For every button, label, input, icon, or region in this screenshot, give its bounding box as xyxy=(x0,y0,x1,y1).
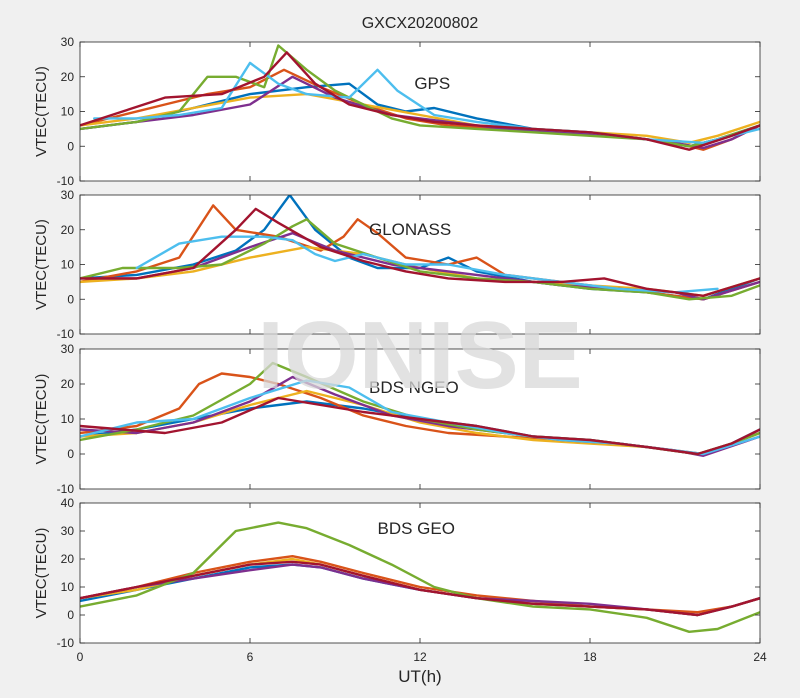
series-line-5 xyxy=(80,560,760,617)
y-tick-label: 0 xyxy=(67,292,74,306)
x-tick-label: 24 xyxy=(753,650,767,664)
y-tick-label: 20 xyxy=(61,70,75,84)
y-tick-label: -10 xyxy=(57,482,75,496)
panel-label: BDS NGEO xyxy=(369,378,459,397)
y-tick-label: 10 xyxy=(61,580,75,594)
series-group xyxy=(80,44,760,151)
y-tick-label: 0 xyxy=(67,139,74,153)
series-group xyxy=(80,195,760,301)
y-axis-label: VTEC(TECU) xyxy=(33,219,50,310)
y-tick-label: 10 xyxy=(61,412,75,426)
y-tick-label: 30 xyxy=(61,35,75,49)
panel-2: -10 0 10 20 30 VTEC(TECU) BDS NGEO xyxy=(33,342,761,496)
panel-label: GLONASS xyxy=(369,220,451,239)
panel-label: BDS GEO xyxy=(378,519,455,538)
y-tick-label: 10 xyxy=(61,258,75,272)
chart-title: GXCX20200802 xyxy=(362,15,479,32)
y-tick-label: 0 xyxy=(67,608,74,622)
panel-label: GPS xyxy=(414,74,450,93)
y-tick-label: -10 xyxy=(57,636,75,650)
series-group xyxy=(80,361,760,457)
series-line-6 xyxy=(80,396,760,456)
panel-1: -10 0 10 20 30 VTEC(TECU) GLONASS xyxy=(33,188,761,341)
y-tick-label: 20 xyxy=(61,377,75,391)
y-tick-label: 30 xyxy=(61,524,75,538)
series-line-5 xyxy=(135,235,719,294)
x-tick-label: 0 xyxy=(77,650,84,664)
x-axis-label: UT(h) xyxy=(398,667,441,686)
y-tick-label: 10 xyxy=(61,105,75,119)
panel-0: -10 0 10 20 30 VTEC(TECU) GPS xyxy=(33,35,761,188)
y-tick-label: 20 xyxy=(61,223,75,237)
x-tick-label: 6 xyxy=(247,650,254,664)
y-axis-label: VTEC(TECU) xyxy=(33,66,50,157)
y-axis-label: VTEC(TECU) xyxy=(33,528,50,619)
x-tick-label: 12 xyxy=(413,650,427,664)
series-line-1 xyxy=(80,555,760,614)
series-line-4 xyxy=(80,521,760,633)
series-line-6 xyxy=(80,207,760,297)
y-tick-label: 30 xyxy=(61,188,75,202)
y-tick-label: -10 xyxy=(57,174,75,188)
y-tick-label: -10 xyxy=(57,327,75,341)
y-tick-label: 20 xyxy=(61,552,75,566)
y-axis-label: VTEC(TECU) xyxy=(33,374,50,465)
y-tick-label: 30 xyxy=(61,342,75,356)
y-tick-label: 40 xyxy=(61,496,75,510)
x-tick-label: 18 xyxy=(583,650,597,664)
series-group xyxy=(80,521,760,633)
watermark-text: IONISE xyxy=(257,302,582,409)
series-line-6 xyxy=(80,51,760,151)
y-tick-label: 0 xyxy=(67,447,74,461)
